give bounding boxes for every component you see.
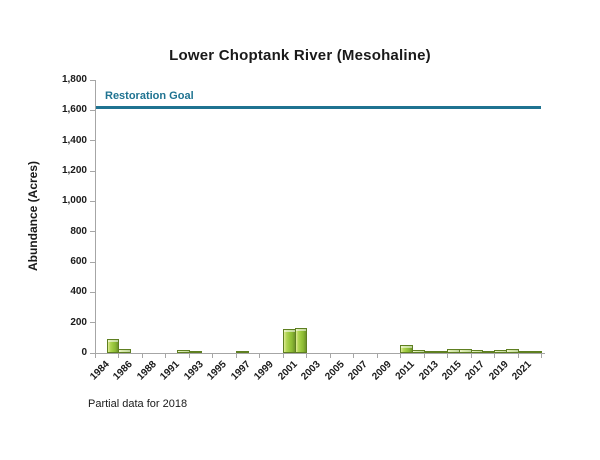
x-tick bbox=[541, 354, 542, 358]
x-tick-label-2007: 2007 bbox=[346, 359, 370, 383]
y-tick bbox=[90, 291, 95, 293]
restoration-goal-label: Restoration Goal bbox=[105, 90, 194, 103]
y-tick-label: 1,200 bbox=[61, 165, 87, 176]
x-tick bbox=[212, 354, 214, 358]
x-tick bbox=[235, 354, 237, 358]
x-tick bbox=[353, 354, 355, 358]
x-tick-label-2005: 2005 bbox=[322, 359, 347, 383]
bar-2002 bbox=[294, 327, 308, 353]
x-tick bbox=[95, 354, 96, 358]
y-axis-title-text: Abundance (Acres) bbox=[26, 160, 40, 272]
y-tick-label: 1,400 bbox=[61, 134, 87, 146]
x-tick-label-2019: 2019 bbox=[487, 359, 511, 383]
x-tick-label-1986: 1986 bbox=[111, 359, 136, 383]
footnote: Partial data for 2018 bbox=[88, 398, 188, 410]
y-tick bbox=[90, 170, 95, 172]
x-axis-line bbox=[95, 353, 545, 354]
bar-1993 bbox=[188, 350, 202, 353]
x-tick-label-1997: 1997 bbox=[228, 359, 253, 383]
x-tick-label-2017: 2017 bbox=[463, 359, 488, 383]
y-tick bbox=[90, 352, 95, 354]
plot-area bbox=[95, 80, 542, 353]
x-tick-label-2009: 2009 bbox=[369, 359, 394, 383]
x-tick bbox=[188, 354, 190, 358]
bar-2022 bbox=[529, 351, 542, 353]
y-tick bbox=[90, 200, 95, 202]
x-tick-label-2013: 2013 bbox=[416, 359, 441, 383]
x-tick bbox=[165, 354, 167, 358]
x-tick-label-2003: 2003 bbox=[299, 359, 323, 383]
y-tick-label: 600 bbox=[70, 256, 87, 267]
x-tick bbox=[282, 354, 284, 358]
y-tick-label: 200 bbox=[70, 316, 87, 328]
x-tick-label-1995: 1995 bbox=[205, 359, 230, 383]
x-tick-label-2001: 2001 bbox=[275, 359, 300, 383]
bar-2011 bbox=[400, 344, 413, 353]
y-tick-label: 800 bbox=[70, 225, 87, 237]
y-tick bbox=[90, 79, 95, 81]
y-tick-label: 1,000 bbox=[61, 195, 87, 207]
x-tick bbox=[447, 354, 449, 358]
bar-1985 bbox=[106, 339, 120, 353]
x-tick-label-1999: 1999 bbox=[252, 359, 276, 383]
x-tick-label-1993: 1993 bbox=[182, 359, 206, 383]
y-tick bbox=[90, 109, 95, 111]
x-tick-label-2021: 2021 bbox=[510, 359, 535, 383]
chart-title: Lower Choptank River (Mesohaline) bbox=[169, 47, 431, 64]
bar-1997 bbox=[235, 351, 249, 353]
y-tick-label: 1,800 bbox=[61, 74, 87, 85]
x-tick-label-2015: 2015 bbox=[440, 359, 464, 383]
y-tick-label: 400 bbox=[70, 286, 87, 298]
x-tick bbox=[141, 354, 143, 358]
x-tick bbox=[259, 354, 261, 358]
x-tick bbox=[470, 354, 472, 358]
y-tick bbox=[90, 140, 95, 142]
x-tick-label-1988: 1988 bbox=[135, 359, 159, 383]
x-tick bbox=[329, 354, 331, 358]
y-tick bbox=[90, 261, 95, 263]
x-tick bbox=[517, 354, 519, 358]
restoration-goal-line bbox=[96, 105, 541, 109]
x-tick bbox=[118, 354, 120, 358]
x-tick bbox=[423, 354, 425, 358]
y-tick-label: 0 bbox=[81, 347, 87, 358]
x-tick-label-1991: 1991 bbox=[158, 359, 183, 383]
y-axis-line bbox=[95, 80, 96, 354]
y-tick-label: 1,600 bbox=[61, 104, 87, 116]
x-tick bbox=[494, 354, 496, 358]
x-tick bbox=[306, 354, 308, 358]
y-tick bbox=[90, 322, 95, 324]
x-tick-label-1984: 1984 bbox=[88, 359, 112, 383]
bar-1986 bbox=[118, 349, 132, 353]
y-tick bbox=[90, 231, 95, 233]
x-tick bbox=[376, 354, 378, 358]
x-tick bbox=[400, 354, 402, 358]
x-tick-label-2011: 2011 bbox=[393, 359, 417, 383]
